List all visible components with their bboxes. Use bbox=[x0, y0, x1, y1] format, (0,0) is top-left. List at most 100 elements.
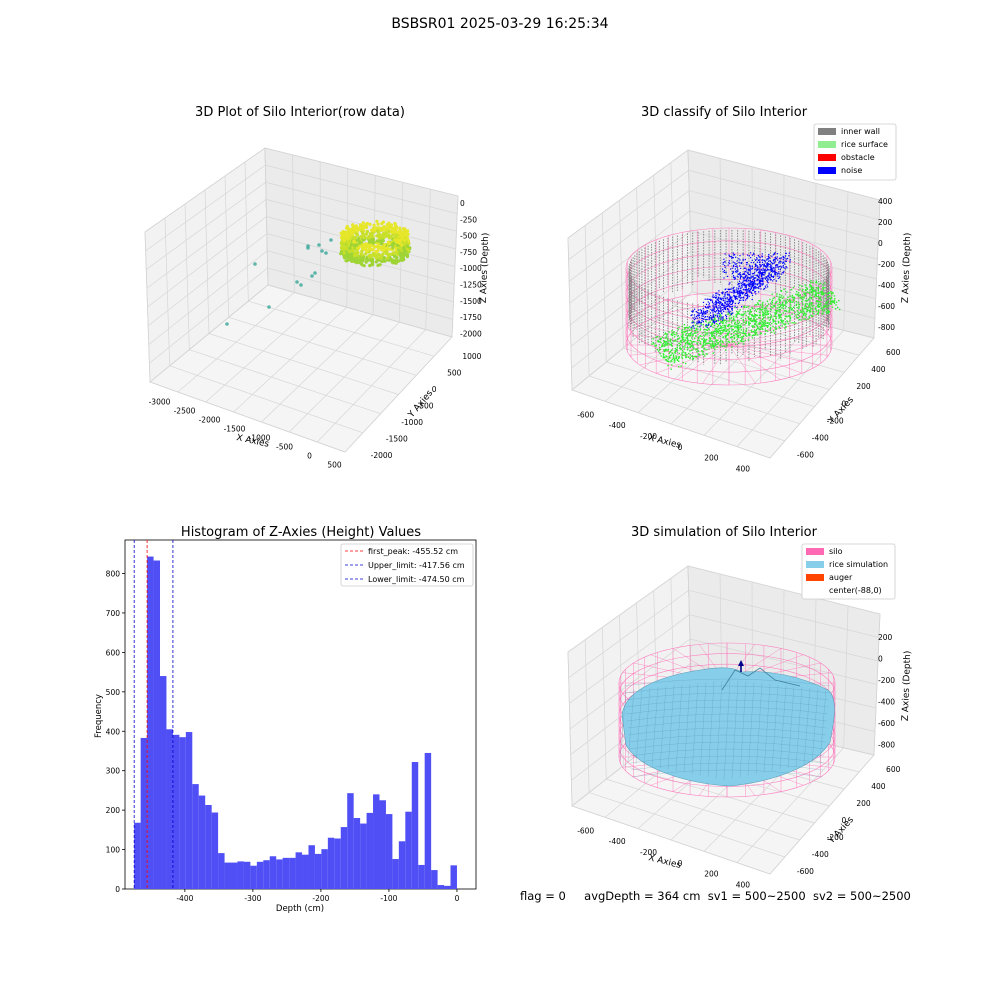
rice-surface-point bbox=[720, 327, 723, 329]
rice-surface-point bbox=[800, 297, 802, 300]
rice-surface-point bbox=[745, 322, 747, 324]
scatter-point bbox=[372, 226, 376, 230]
rice-surface-point bbox=[828, 295, 831, 297]
rice-surface-point bbox=[683, 340, 685, 343]
histogram-bar bbox=[243, 861, 251, 889]
z-tick-label: -750 bbox=[460, 248, 477, 257]
legend-label-rice-simulation: rice simulation bbox=[829, 560, 888, 569]
noise-point bbox=[725, 302, 727, 304]
surface-mesh-line bbox=[627, 689, 635, 763]
rice-surface-point bbox=[728, 317, 730, 319]
rice-surface-point bbox=[831, 294, 833, 296]
noise-point bbox=[785, 260, 787, 262]
noise-point bbox=[774, 273, 776, 275]
noise-point bbox=[747, 290, 749, 292]
noise-point bbox=[753, 288, 755, 290]
noise-point bbox=[752, 284, 754, 286]
rice-surface-point bbox=[688, 334, 690, 337]
rice-surface-point bbox=[738, 334, 740, 337]
rice-surface-point bbox=[796, 294, 798, 296]
noise-point bbox=[761, 261, 764, 263]
noise-point bbox=[746, 262, 748, 264]
rice-surface-point bbox=[822, 287, 825, 289]
rice-surface-point bbox=[717, 343, 719, 345]
rice-surface-point bbox=[803, 293, 806, 296]
rice-surface-point bbox=[812, 311, 814, 313]
surface-mesh-line bbox=[629, 741, 825, 750]
histogram-bar bbox=[347, 793, 354, 889]
rice-surface-point bbox=[745, 320, 748, 322]
rice-surface-point bbox=[713, 317, 716, 319]
rice-surface-point bbox=[724, 319, 726, 322]
rice-surface-point bbox=[683, 348, 685, 350]
noise-point bbox=[774, 257, 776, 259]
histogram-bar bbox=[231, 862, 238, 889]
noise-point bbox=[731, 303, 733, 306]
noise-point bbox=[738, 290, 740, 292]
rice-surface-point bbox=[761, 320, 763, 322]
rice-surface-point bbox=[743, 343, 745, 345]
noise-point bbox=[723, 277, 725, 279]
noise-point bbox=[720, 308, 722, 310]
noise-point bbox=[693, 321, 695, 323]
rice-surface-point bbox=[696, 329, 698, 331]
rice-surface-point bbox=[834, 298, 836, 300]
noise-point bbox=[749, 289, 751, 291]
grid-line bbox=[189, 349, 381, 414]
rice-surface-point bbox=[687, 342, 689, 345]
rice-surface-point bbox=[757, 302, 759, 304]
rice-surface-point bbox=[745, 330, 748, 332]
noise-point bbox=[732, 257, 734, 259]
z-tick-label: -800 bbox=[878, 741, 895, 750]
noise-point bbox=[759, 282, 762, 284]
raw-z-axis-label: Z Axies (Depth) bbox=[479, 233, 491, 304]
x-tick-label: -300 bbox=[244, 894, 261, 903]
scatter-point bbox=[354, 251, 359, 255]
rice-surface-point bbox=[715, 323, 718, 325]
histogram-bar bbox=[289, 857, 296, 889]
noise-point bbox=[739, 285, 741, 287]
noise-point bbox=[731, 291, 733, 294]
noise-point bbox=[779, 260, 781, 262]
noise-point bbox=[755, 283, 757, 285]
noise-point bbox=[723, 305, 725, 307]
noise-point bbox=[699, 312, 701, 314]
rice-surface-point bbox=[818, 310, 820, 313]
noise-point bbox=[716, 303, 718, 305]
scatter-point bbox=[348, 246, 352, 250]
noise-point bbox=[717, 293, 719, 295]
noise-point bbox=[702, 318, 704, 320]
rice-surface-point bbox=[778, 301, 781, 303]
rice-surface-point bbox=[758, 315, 761, 317]
noise-point bbox=[698, 320, 700, 322]
noise-point bbox=[774, 260, 776, 262]
silo-spoke bbox=[728, 344, 756, 384]
x-tick-label: -400 bbox=[609, 837, 626, 846]
noise-point bbox=[752, 287, 755, 289]
noise-point bbox=[732, 267, 734, 269]
noise-point bbox=[731, 298, 733, 300]
rice-surface-point bbox=[801, 311, 803, 314]
rice-surface-point bbox=[824, 292, 827, 294]
rice-surface-point bbox=[754, 323, 756, 325]
scatter-point bbox=[400, 243, 404, 247]
rice-surface-point bbox=[704, 331, 706, 333]
scatter-point bbox=[346, 227, 351, 231]
grid-line bbox=[606, 361, 800, 425]
noise-point bbox=[763, 259, 765, 261]
noise-point bbox=[780, 261, 782, 263]
grid-line bbox=[224, 175, 230, 318]
rice-surface-point bbox=[763, 307, 765, 310]
rice-surface-point bbox=[715, 332, 718, 334]
scatter-point bbox=[397, 259, 401, 263]
noise-point bbox=[760, 280, 762, 282]
rice-surface-point bbox=[782, 312, 784, 314]
noise-point bbox=[761, 253, 763, 255]
rice-surface-point bbox=[667, 348, 670, 351]
rice-surface-point bbox=[703, 335, 706, 337]
noise-point bbox=[707, 301, 709, 303]
rice-surface-point bbox=[731, 329, 733, 331]
y-tick-label: -2000 bbox=[371, 451, 393, 460]
histogram-ticks: -400 -300 -200 -100 001002003004005006007008… bbox=[106, 570, 460, 903]
noise-point bbox=[752, 282, 755, 284]
